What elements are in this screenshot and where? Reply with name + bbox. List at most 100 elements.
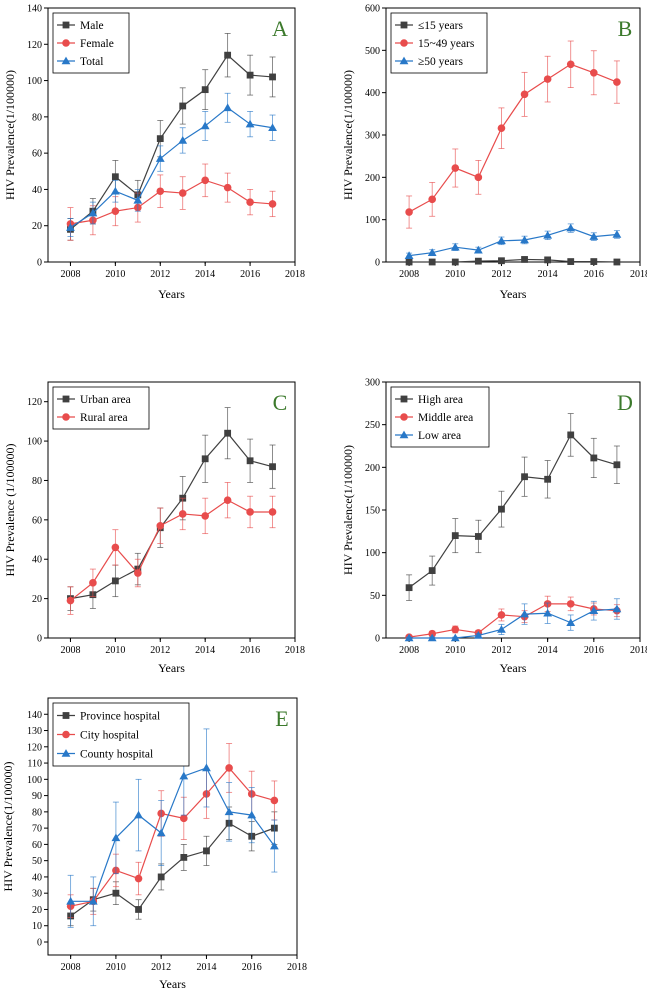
panel-c-series-2 bbox=[66, 482, 277, 615]
panel-e-legend-marker bbox=[62, 730, 70, 739]
panel-b-x-tick-label: 2010 bbox=[445, 269, 465, 280]
panel-e-y-axis-label: HIV Prevalence(1/100000) bbox=[1, 761, 15, 891]
panel-b-series-1-point bbox=[590, 258, 598, 265]
panel-d-legend-marker bbox=[400, 395, 408, 403]
panel-e-series-2-point bbox=[180, 814, 188, 823]
panel-a-y-tick-label: 20 bbox=[32, 221, 42, 232]
panel-e-x-tick-label: 2016 bbox=[242, 962, 262, 973]
panel-a-series-3-line bbox=[70, 107, 273, 229]
panel-e-x-tick-label: 2008 bbox=[61, 962, 81, 973]
panel-c-series-1-point bbox=[224, 429, 232, 437]
panel-a-series-1-point bbox=[179, 102, 187, 110]
panel-c-y-axis-label: HIV Prevalence (1/100000) bbox=[3, 443, 17, 576]
panel-d-y-tick-label: 0 bbox=[375, 634, 380, 645]
panel-d-series-3-point bbox=[497, 625, 506, 633]
panel-e-y-tick-label: 120 bbox=[27, 742, 42, 753]
panel-e-series-1 bbox=[67, 806, 278, 927]
panel-d-series-1-point bbox=[521, 473, 528, 481]
panel-d-series-1-point bbox=[498, 505, 505, 513]
panel-d-series-1-point bbox=[474, 533, 482, 540]
panel-d-x-tick-label: 2008 bbox=[399, 645, 419, 656]
panel-e-legend-label: Province hospital bbox=[80, 711, 160, 723]
panel-e-y-tick-label: 30 bbox=[32, 889, 42, 900]
panel-a-series-1-point bbox=[269, 73, 276, 81]
panel-b-letter: B bbox=[618, 16, 633, 41]
panel-e-series-2-line bbox=[70, 767, 275, 907]
panel-a-y-tick-label: 40 bbox=[32, 185, 42, 196]
panel-d-x-tick-label: 2012 bbox=[491, 645, 511, 656]
panel-e-y-tick-label: 100 bbox=[27, 775, 42, 786]
panel-d-legend-marker bbox=[400, 413, 408, 421]
panel-a-series-3-point bbox=[200, 121, 210, 130]
panel-b-y-tick-label: 600 bbox=[365, 4, 380, 15]
panel-a-y-axis-label: HIV Prevalence(1/100000) bbox=[3, 70, 17, 200]
panel-d-y-tick-label: 50 bbox=[370, 591, 380, 602]
panel-b-series-1-point bbox=[567, 258, 575, 265]
panel-d-series-3-point bbox=[473, 631, 483, 639]
panel-a-series-1-point bbox=[224, 51, 232, 59]
panel-a-series-3-point bbox=[268, 123, 277, 132]
panel-a-x-tick-label: 2012 bbox=[150, 269, 170, 280]
panel-e-series-3-point bbox=[269, 841, 279, 850]
panel-d-x-tick-label: 2016 bbox=[584, 645, 604, 656]
panel-b-series-1-point bbox=[498, 257, 505, 265]
panel-c-series-2-line bbox=[70, 499, 273, 602]
panel-d-x-tick-label: 2018 bbox=[630, 645, 647, 656]
panel-a-y-tick-label: 120 bbox=[27, 40, 42, 51]
panel-a-y-tick-label: 0 bbox=[37, 258, 42, 269]
panel-b-x-tick-label: 2016 bbox=[584, 269, 604, 280]
panel-a-series-3-point bbox=[66, 223, 75, 231]
panel-d-series-1-point bbox=[590, 454, 598, 462]
panel-d-y-tick-label: 300 bbox=[365, 378, 380, 389]
panel-b-y-tick-label: 0 bbox=[375, 258, 380, 269]
panel-b-series-3-line bbox=[409, 227, 617, 257]
panel-e-series-3-point bbox=[66, 896, 76, 905]
panel-e-y-tick-label: 0 bbox=[37, 937, 42, 948]
panel-d-series-1-point bbox=[567, 431, 575, 439]
panel-c-y-tick-label: 20 bbox=[32, 594, 42, 605]
panel-d-series-1-point bbox=[544, 475, 552, 483]
panel-a-legend-label: Total bbox=[80, 56, 103, 68]
panel-e-series-3-point bbox=[179, 771, 189, 780]
panel-c-legend-label: Urban area bbox=[80, 394, 131, 406]
panel-a-legend: Male Female Total bbox=[52, 12, 130, 74]
panel-c-series-1-point bbox=[111, 577, 119, 585]
panel-b-series-2-point bbox=[474, 173, 483, 182]
panel-b-series-1-point bbox=[544, 256, 552, 264]
panel-d-series-2 bbox=[405, 595, 621, 641]
panel-e-x-tick-label: 2012 bbox=[151, 962, 171, 973]
panel-a-series-3-point bbox=[223, 103, 233, 112]
panel-e-series-2-point bbox=[225, 764, 233, 772]
panel-b-series-2-point bbox=[590, 68, 598, 77]
panel-a-series-3 bbox=[66, 92, 277, 238]
panel-b-series-3-point bbox=[566, 223, 576, 232]
panel-d-series-3-point bbox=[589, 606, 599, 614]
panel-d-series-3-point bbox=[450, 633, 460, 642]
panel-a-series-2-point bbox=[268, 200, 277, 208]
panel-d-series-3-point bbox=[404, 633, 414, 642]
panel-b-series-1 bbox=[405, 256, 621, 266]
panel-b-series-3 bbox=[404, 223, 622, 259]
panel-e-y-tick-label: 110 bbox=[27, 759, 42, 770]
panel-c-y-tick-label: 40 bbox=[32, 555, 42, 566]
panel-e-series-1-point bbox=[180, 854, 188, 861]
panel-e-series-3-point bbox=[134, 810, 143, 819]
panel-b-y-tick-label: 400 bbox=[365, 88, 380, 99]
panel-e-legend-marker bbox=[62, 712, 70, 719]
panel-c-series-1-point bbox=[201, 455, 209, 463]
panel-b-series-2-point bbox=[451, 164, 460, 172]
panel-a-series-3-point bbox=[88, 208, 98, 217]
panel-b-legend-label: ≥50 years bbox=[418, 56, 463, 68]
panel-d-x-tick-label: 2014 bbox=[538, 645, 558, 656]
panel-d: 2008 2010 2012 2014 2016 2018 0 50 100 150 200 250 3… bbox=[341, 378, 647, 676]
panel-b-x-axis-label: Years bbox=[500, 287, 527, 301]
panel-a-legend-marker bbox=[62, 21, 70, 29]
panel-b-legend-marker bbox=[399, 56, 409, 65]
panel-d-letter: D bbox=[617, 390, 633, 415]
panel-a-legend-label: Female bbox=[80, 38, 114, 50]
panel-a-series-1-point bbox=[111, 173, 119, 181]
panel-b-x-tick-label: 2018 bbox=[630, 269, 647, 280]
panel-b-series-2-point bbox=[543, 75, 552, 83]
panel-e-y-tick-label: 20 bbox=[32, 905, 42, 916]
panel-b-legend: ≤15 years 15~49 years ≥50 years bbox=[390, 12, 488, 74]
